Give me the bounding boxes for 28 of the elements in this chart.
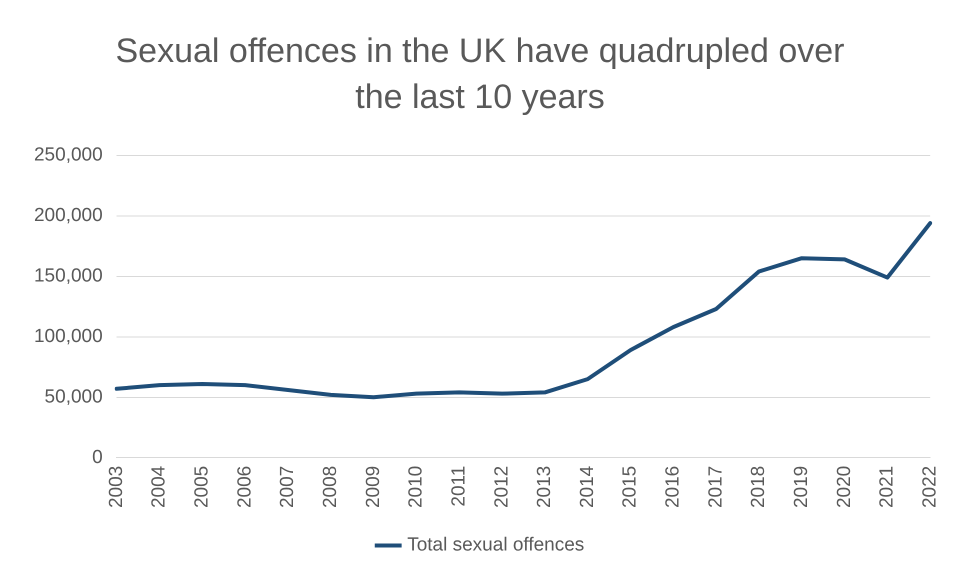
x-tick-label: 2020 — [834, 466, 855, 508]
x-tick-label: 2013 — [534, 466, 556, 508]
y-tick-label: 100,000 — [34, 326, 103, 348]
y-tick-label: 50,000 — [44, 386, 103, 408]
x-tick-label: 2016 — [662, 466, 684, 508]
chart-title: Sexual offences in the UK have quadrupled over the last 10 years — [114, 31, 846, 118]
x-tick-label: 2015 — [620, 466, 641, 508]
x-tick-label: 2010 — [406, 466, 427, 508]
x-tick-label: 2022 — [919, 466, 940, 508]
x-tick-label: 2021 — [876, 466, 898, 508]
x-tick-label: 2004 — [148, 465, 170, 508]
legend-label: Total sexual offences — [407, 534, 584, 556]
y-tick-label: 250,000 — [34, 144, 103, 166]
x-tick-label: 2018 — [748, 466, 770, 508]
x-tick-label: 2012 — [491, 466, 512, 508]
x-tick-label: 2007 — [277, 466, 298, 508]
x-tick-label: 2011 — [448, 466, 470, 507]
y-tick-label: 150,000 — [34, 266, 103, 287]
x-tick-label: 2017 — [705, 466, 726, 508]
x-tick-label: 2019 — [790, 466, 812, 508]
y-tick-label: 200,000 — [34, 205, 103, 226]
x-tick-label: 2006 — [234, 466, 256, 508]
x-tick-label: 2009 — [362, 466, 384, 508]
x-tick-label: 2003 — [106, 466, 127, 508]
x-tick-label: 2008 — [320, 466, 341, 508]
x-tick-label: 2005 — [192, 466, 213, 508]
y-tick-label: 0 — [92, 446, 103, 468]
x-tick-label: 2014 — [576, 465, 598, 508]
